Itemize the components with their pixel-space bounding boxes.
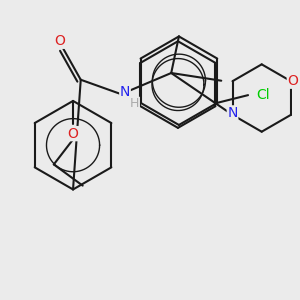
Text: N: N — [227, 106, 238, 120]
Text: O: O — [287, 74, 298, 88]
Text: O: O — [54, 34, 65, 48]
Text: Cl: Cl — [256, 88, 269, 102]
Text: N: N — [120, 85, 130, 99]
Text: H: H — [130, 97, 139, 110]
Text: O: O — [68, 127, 79, 141]
